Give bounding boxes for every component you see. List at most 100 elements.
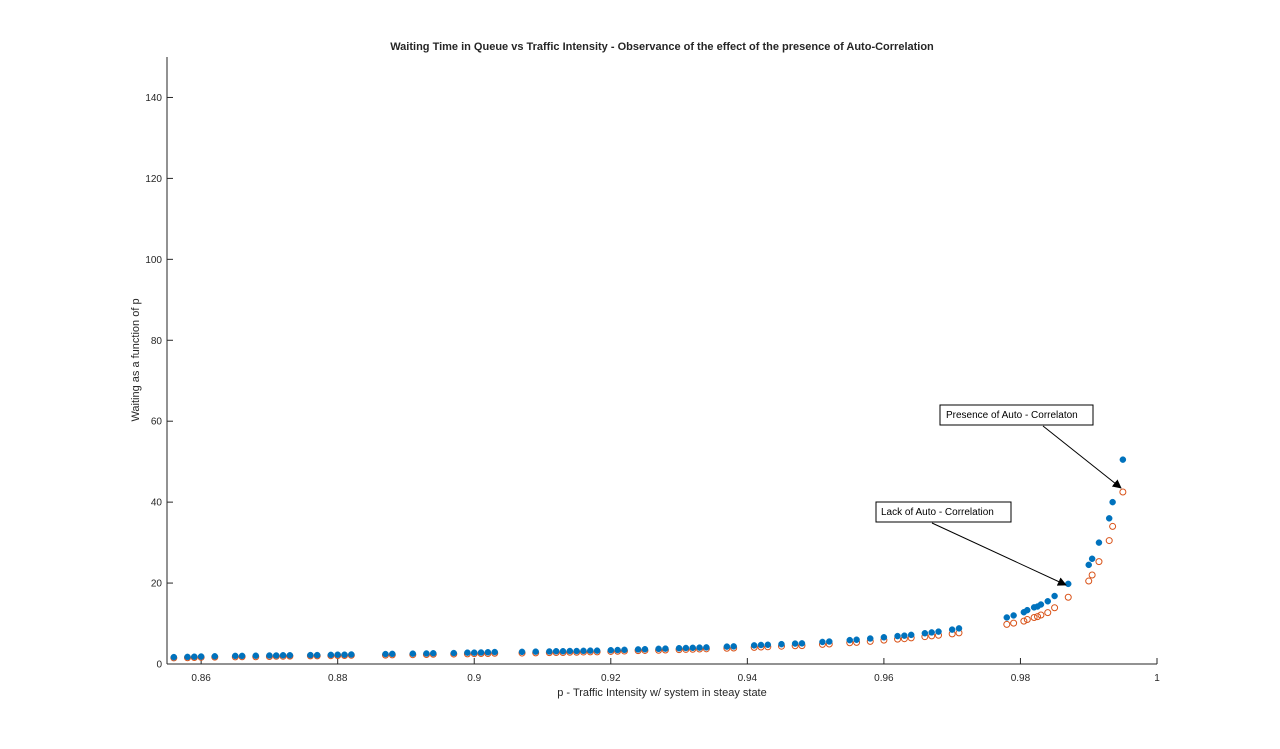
data-point — [798, 640, 806, 647]
data-point — [1109, 498, 1116, 506]
y-tick-label: 140 — [145, 93, 162, 104]
x-tick-label: 0.88 — [328, 673, 348, 684]
y-axis-label: Waiting as a function of p — [130, 298, 142, 421]
data-point — [682, 644, 690, 652]
annotation-presence-text: Presence of Auto - Correlaton — [946, 410, 1078, 421]
data-point — [730, 643, 737, 650]
data-point — [518, 648, 526, 656]
x-tick-label: 0.92 — [601, 673, 621, 684]
data-point — [389, 650, 396, 658]
x-ticks: 0.86 0.88 0.9 0.92 0.94 0.96 0.98 1 — [191, 658, 1160, 684]
data-point — [907, 631, 915, 639]
data-point — [750, 642, 758, 649]
y-tick-label: 20 — [151, 579, 163, 590]
data-point — [1037, 611, 1045, 619]
y-tick-label: 100 — [145, 255, 162, 266]
data-point — [566, 647, 574, 655]
data-point — [1105, 515, 1113, 522]
data-point — [846, 636, 854, 644]
data-point — [587, 647, 594, 654]
data-point — [1010, 612, 1017, 619]
data-point — [1064, 580, 1072, 588]
data-point — [211, 653, 219, 660]
annotation-presence-box — [939, 404, 1094, 426]
data-point — [450, 649, 458, 657]
data-point — [477, 649, 485, 656]
series-presence-of-auto-correlation — [170, 456, 1127, 661]
data-point — [641, 645, 649, 653]
data-point — [607, 646, 615, 654]
data-point — [1085, 577, 1093, 585]
data-point — [948, 626, 956, 633]
data-point — [791, 640, 799, 647]
data-point — [655, 645, 662, 653]
data-point — [1095, 558, 1103, 566]
data-point — [955, 625, 963, 632]
data-point — [634, 646, 642, 653]
data-point — [546, 648, 553, 655]
data-point — [757, 641, 765, 649]
data-point — [703, 644, 710, 651]
data-point — [191, 653, 198, 660]
data-point — [1064, 593, 1072, 601]
x-tick-label: 0.86 — [191, 673, 211, 684]
x-tick-label: 0.98 — [1011, 673, 1031, 684]
data-point — [1037, 601, 1045, 608]
data-point — [1105, 537, 1113, 545]
data-point — [853, 636, 860, 643]
data-point — [409, 650, 417, 657]
data-point — [1085, 561, 1092, 569]
data-point — [484, 649, 492, 656]
annotation-lack-text: Lack of Auto - Correlation — [881, 507, 994, 518]
data-point — [348, 651, 355, 658]
series-layer — [170, 456, 1127, 662]
data-point — [1003, 620, 1011, 628]
data-point — [184, 653, 191, 661]
x-tick-label: 0.94 — [738, 673, 758, 684]
data-point — [334, 651, 341, 658]
data-point — [1034, 613, 1042, 621]
data-point — [1095, 539, 1103, 546]
data-point — [621, 646, 628, 654]
data-point — [464, 649, 471, 656]
data-point — [252, 652, 260, 659]
data-point — [826, 638, 833, 645]
data-point — [327, 651, 335, 659]
data-point — [928, 629, 935, 636]
data-point — [470, 649, 478, 656]
data-point — [894, 632, 901, 640]
y-tick-label: 0 — [156, 660, 162, 671]
data-point — [491, 648, 498, 656]
data-point — [1044, 598, 1052, 605]
data-point — [1010, 619, 1018, 627]
data-point — [614, 646, 621, 654]
data-point — [1020, 617, 1028, 625]
data-point — [552, 648, 560, 655]
data-point — [1003, 614, 1011, 621]
data-point — [313, 651, 321, 659]
x-tick-label: 0.9 — [467, 673, 481, 684]
x-tick-label: 0.96 — [874, 673, 894, 684]
data-point — [1051, 604, 1059, 612]
data-point — [430, 650, 437, 657]
data-point — [1109, 522, 1117, 530]
data-point — [1051, 592, 1058, 600]
annotation-lack-arrow — [931, 522, 1067, 586]
data-point — [778, 640, 785, 648]
data-point — [307, 651, 314, 659]
data-point — [423, 650, 430, 657]
data-point — [382, 650, 389, 658]
data-point — [675, 644, 683, 652]
data-point — [272, 652, 280, 659]
data-point — [593, 647, 601, 654]
y-tick-label: 80 — [151, 336, 163, 347]
y-tick-label: 60 — [151, 417, 163, 428]
data-point — [935, 628, 942, 635]
data-point — [286, 652, 294, 659]
data-point — [1044, 609, 1052, 617]
data-point — [880, 634, 888, 641]
data-point — [573, 647, 580, 655]
data-point — [764, 641, 772, 649]
data-point — [1088, 555, 1096, 563]
